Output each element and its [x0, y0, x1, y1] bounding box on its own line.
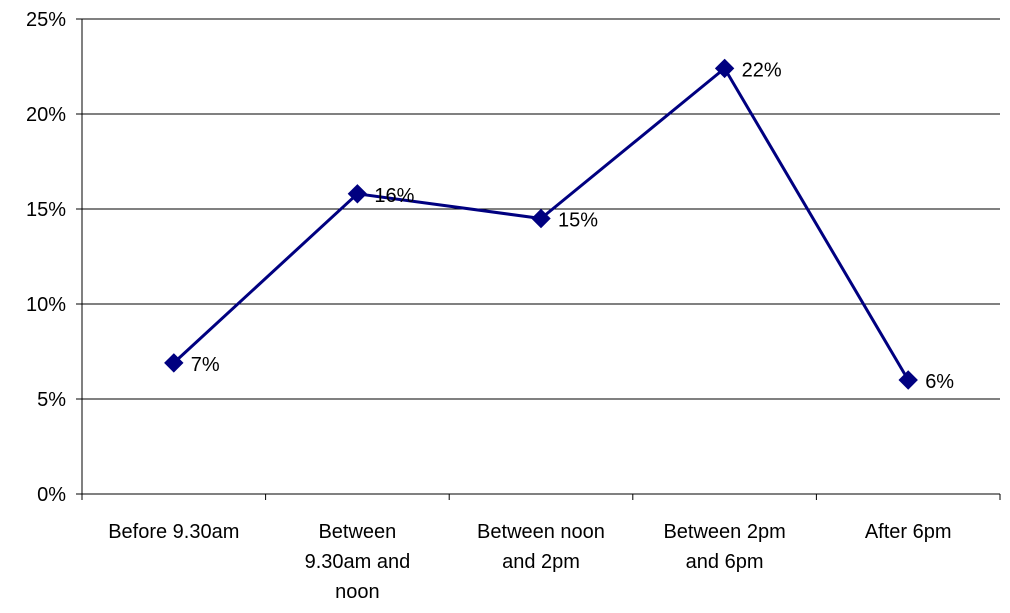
data-label: 6%	[925, 371, 954, 393]
x-axis-category-labels: Before 9.30am Between 9.30am and noon Betwee…	[108, 521, 951, 603]
x-category-label: After 6pm	[865, 521, 952, 543]
x-category-label: Between noon and 2pm	[477, 521, 605, 573]
data-label: 16%	[374, 185, 414, 207]
y-tick-label: 10%	[26, 294, 66, 316]
axes	[76, 18, 1001, 500]
x-category-label: Before 9.30am	[108, 521, 239, 543]
data-label: 15%	[558, 210, 598, 232]
y-tick-label: 5%	[37, 389, 66, 411]
data-label: 7%	[191, 354, 220, 376]
data-labels: 7% 16% 15% 22% 6%	[191, 59, 955, 393]
x-category-label: Between 9.30am and noon	[305, 521, 411, 603]
data-point-marker	[714, 58, 735, 79]
data-label: 22%	[742, 59, 782, 81]
series-group	[164, 58, 918, 390]
data-point-marker	[531, 208, 551, 229]
y-tick-label: 0%	[37, 484, 66, 506]
data-point-marker	[347, 184, 368, 204]
y-tick-label: 25%	[26, 9, 66, 31]
data-point-marker	[164, 353, 184, 373]
y-tick-label: 15%	[26, 199, 66, 221]
y-tick-label: 20%	[26, 104, 66, 126]
data-point-marker	[898, 370, 918, 390]
x-category-label: Between 2pm and 6pm	[663, 521, 785, 573]
y-axis-tick-labels: 0% 5% 10% 15% 20% 25%	[26, 9, 66, 506]
